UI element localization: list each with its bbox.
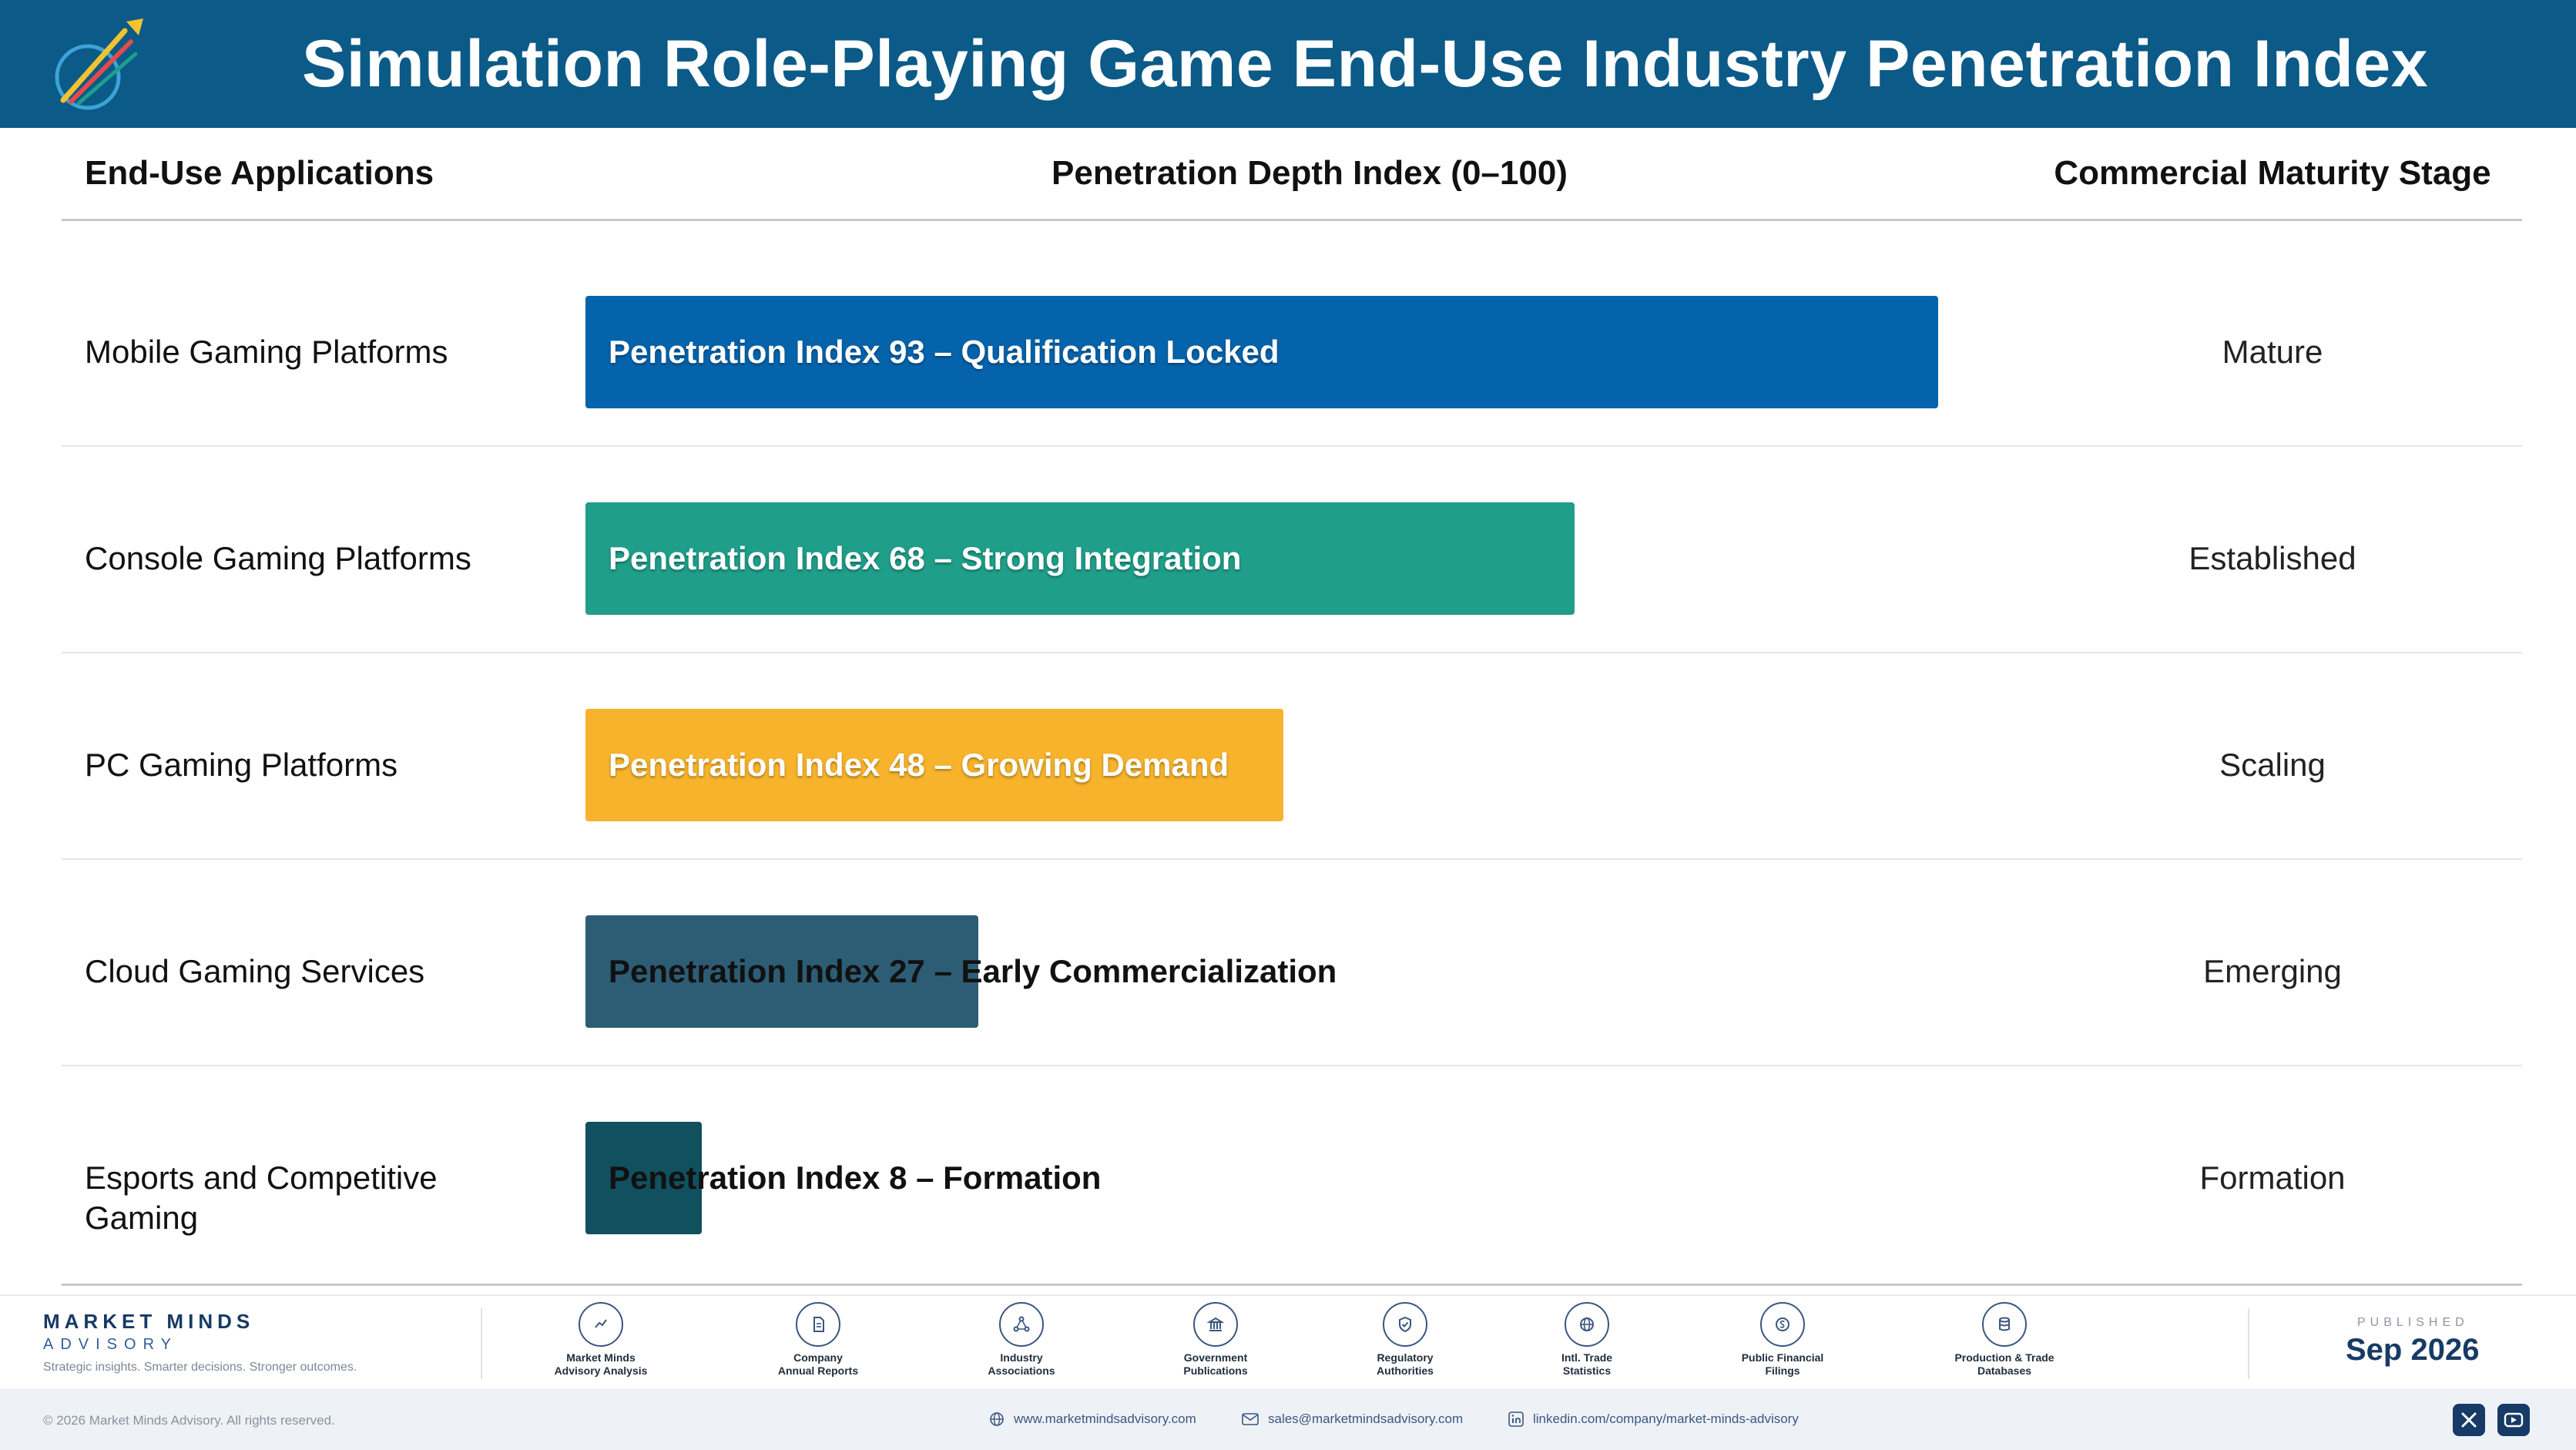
row-divider [62, 1065, 2522, 1066]
bar-value-label: Penetration Index 27 – Early Commerciali… [609, 953, 1337, 989]
source-item: Intl. Trade Statistics [1518, 1302, 1656, 1378]
footer-divider-left [481, 1308, 482, 1379]
source-label: Company Annual Reports [777, 1351, 859, 1377]
row-divider [62, 652, 2522, 653]
bar-value-label: Penetration Index 48 – Growing Demand [609, 747, 1229, 783]
network-icon [999, 1302, 1044, 1347]
row-label: PC Gaming Platforms [85, 747, 398, 783]
document-icon [796, 1302, 840, 1347]
bottom-bar [0, 1388, 2576, 1450]
linkedin-link[interactable]: linkedin.com/company/market-minds-adviso… [1508, 1411, 1799, 1427]
footer-divider-right [2248, 1308, 2249, 1379]
bar-value-label: Penetration Index 68 – Strong Integratio… [609, 540, 1242, 576]
maturity-stage: Established [2189, 540, 2356, 576]
row-label: Console Gaming Platforms [85, 540, 471, 576]
source-label: Regulatory Authorities [1377, 1351, 1434, 1377]
copyright-text: © 2026 Market Minds Advisory. All rights… [43, 1413, 335, 1428]
x-icon [2461, 1412, 2477, 1428]
row-label: Mobile Gaming Platforms [85, 334, 448, 370]
bar-value-label: Penetration Index 8 – Formation [609, 1160, 1102, 1196]
published-date: Sep 2026 [2346, 1333, 2480, 1367]
source-label: Public Financial Filings [1741, 1351, 1824, 1377]
header-banner: Simulation Role-Playing Game End-Use Ind… [0, 0, 2576, 128]
email-text: sales@marketmindsadvisory.com [1268, 1411, 1464, 1426]
database-icon [1982, 1302, 2027, 1347]
company-logo [55, 18, 143, 110]
source-label: Production & Trade Databases [1954, 1351, 2054, 1377]
youtube-social-button[interactable] [2497, 1404, 2530, 1436]
linkedin-icon [1508, 1411, 1524, 1427]
source-item: Government Publications [1146, 1302, 1285, 1378]
footer [0, 1294, 2576, 1390]
row-divider [62, 858, 2522, 860]
source-item: Public Financial Filings [1713, 1302, 1852, 1378]
source-item: Regulatory Authorities [1336, 1302, 1474, 1378]
page-title: Simulation Role-Playing Game End-Use Ind… [301, 27, 2429, 101]
shield-check-icon [1383, 1302, 1427, 1347]
source-item: Industry Associations [952, 1302, 1091, 1378]
applications-column-header: End-Use Applications [85, 154, 434, 192]
row-label: Cloud Gaming Services [85, 953, 425, 989]
bar-value-label: Penetration Index 93 – Qualification Loc… [609, 334, 1280, 370]
globe-icon [990, 1412, 1004, 1426]
youtube-icon [2504, 1412, 2524, 1428]
source-label: Industry Associations [988, 1351, 1055, 1377]
penetration-bar [585, 1122, 702, 1234]
linkedin-text: linkedin.com/company/market-minds-adviso… [1533, 1411, 1799, 1426]
brand-tagline: Strategic insights. Smarter decisions. S… [43, 1361, 357, 1374]
index-column-header: Penetration Depth Index (0–100) [1052, 154, 1568, 192]
source-item: Company Annual Reports [749, 1302, 887, 1378]
source-item: Market Minds Advisory Analysis [532, 1302, 670, 1378]
coin-icon [1760, 1302, 1805, 1347]
header-divider [62, 219, 2522, 221]
globe-icon [1565, 1302, 1609, 1347]
source-item: Production & Trade Databases [1935, 1302, 2074, 1378]
trend-chart-icon [579, 1302, 623, 1347]
brand-name: MARKET MINDS [43, 1310, 255, 1333]
website-text: www.marketmindsadvisory.com [1014, 1411, 1196, 1426]
email-link[interactable]: sales@marketmindsadvisory.com [1242, 1411, 1463, 1427]
government-building-icon [1193, 1302, 1238, 1347]
row-divider [62, 445, 2522, 447]
penetration-bar [585, 296, 1938, 408]
source-label: Intl. Trade Statistics [1561, 1351, 1613, 1377]
website-link[interactable]: www.marketmindsadvisory.com [989, 1411, 1196, 1427]
published-label: PUBLISHED [2357, 1316, 2469, 1329]
maturity-stage: Emerging [2203, 953, 2342, 989]
chart-bottom-divider [62, 1284, 2522, 1286]
x-social-button[interactable] [2453, 1404, 2485, 1436]
mail-icon [1242, 1413, 1259, 1425]
penetration-bar [585, 502, 1575, 615]
maturity-stage: Mature [2222, 334, 2323, 370]
source-label: Market Minds Advisory Analysis [554, 1351, 648, 1377]
stage-column-header: Commercial Maturity Stage [2054, 154, 2491, 192]
source-label: Government Publications [1183, 1351, 1248, 1377]
penetration-bar [585, 915, 978, 1028]
maturity-stage: Scaling [2219, 747, 2326, 783]
row-label: Esports and Competitive Gaming [85, 1160, 438, 1236]
penetration-bar [585, 709, 1283, 821]
brand-subtitle: ADVISORY [43, 1336, 178, 1353]
maturity-stage: Formation [2199, 1160, 2346, 1196]
